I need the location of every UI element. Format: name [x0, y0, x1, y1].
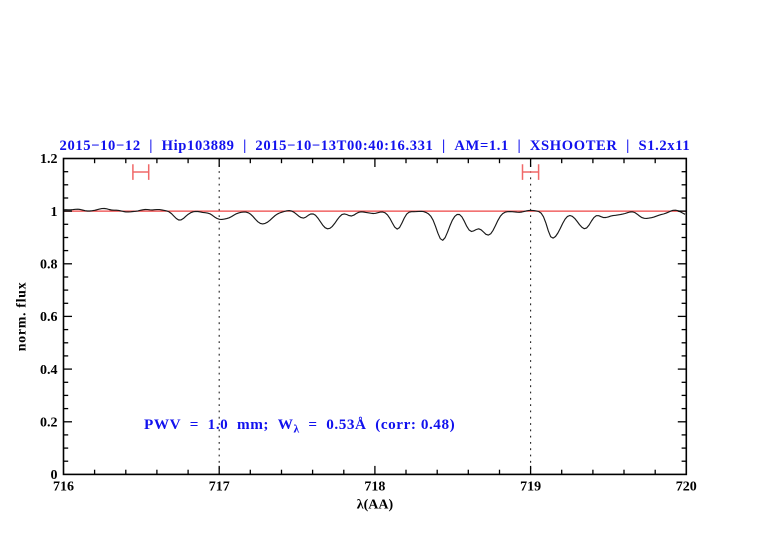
- svg-text:PWV = 1.0 mm; Wλ = 0.53Å: PWV = 1.0 mm; Wλ = 0.53Å (corr: 0.48): [144, 416, 455, 436]
- svg-text:720: 720: [676, 480, 697, 495]
- svg-text:719: 719: [520, 480, 541, 495]
- svg-text:λ(AA): λ(AA): [357, 497, 394, 512]
- svg-text:718: 718: [364, 480, 385, 495]
- svg-text:0.8: 0.8: [40, 258, 58, 273]
- svg-text:0: 0: [51, 468, 58, 483]
- svg-text:0.4: 0.4: [40, 363, 58, 378]
- svg-text:717: 717: [209, 480, 230, 495]
- svg-text:1.2: 1.2: [40, 152, 58, 167]
- svg-text:716: 716: [53, 480, 74, 495]
- svg-text:2015−10−12 | Hip103889 | 2: 2015−10−12 | Hip103889 | 2015−10−13T00:4…: [60, 138, 691, 154]
- svg-text:0.6: 0.6: [40, 310, 58, 325]
- svg-text:norm. flux: norm. flux: [15, 282, 30, 352]
- svg-text:1: 1: [51, 205, 58, 220]
- svg-text:0.2: 0.2: [40, 415, 58, 430]
